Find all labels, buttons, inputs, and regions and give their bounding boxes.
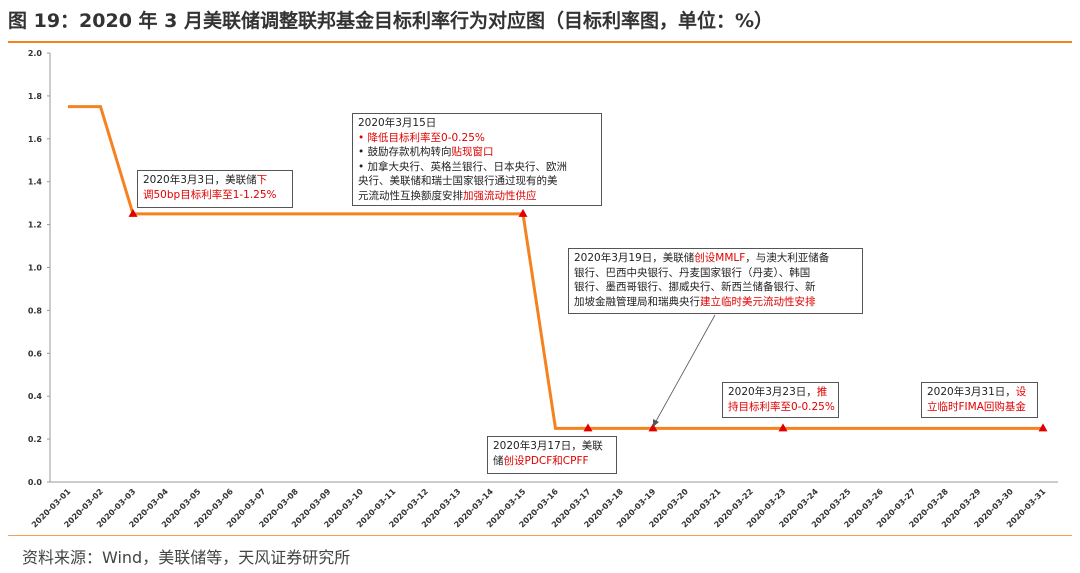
annotation-line: 调50bp目标利率至1-1.25% bbox=[143, 188, 287, 203]
annotation-text: 推 bbox=[816, 386, 828, 398]
annotation-line: • 鼓励存款机构转向贴现窗口 bbox=[358, 145, 596, 160]
annotation-text: • 鼓励存款机构转向 bbox=[358, 146, 452, 158]
annotation-text: 2020年3月3日，美联储 bbox=[143, 174, 257, 186]
y-tick-label: 1.6 bbox=[28, 135, 43, 144]
annotation: 2020年3月15日 • 降低目标利率至0-0.25% • 鼓励存款机构转向贴现窗口… bbox=[352, 113, 602, 206]
y-tick-label: 0.0 bbox=[28, 478, 43, 487]
annotation-text: 2020年3月19日，美联储 bbox=[574, 252, 695, 264]
annotation: 2020年3月19日，美联储创设MMLF，与澳大利亚储备 银行、巴西中央银行、丹麦… bbox=[568, 248, 863, 314]
arrow bbox=[654, 314, 716, 424]
annotation-text: 调50bp目标利率至1-1.25% bbox=[143, 188, 277, 201]
annotation-line: 银行、巴西中央银行、丹麦国家银行（丹麦）、韩国 bbox=[574, 266, 857, 281]
annotation: 2020年3月23日，推 持目标利率至0-0.25% bbox=[722, 382, 839, 418]
annotation-line: 元流动性互换额度安排加强流动性供应 bbox=[358, 189, 596, 204]
marker bbox=[1038, 423, 1048, 432]
y-tick-label: 1.4 bbox=[28, 178, 43, 187]
annotation: 2020年3月31日，设 立临时FIMA回购基金 bbox=[921, 382, 1038, 418]
annotation-text: 贴现窗口 bbox=[451, 146, 494, 158]
annotation-text: 银行、墨西哥银行、挪威央行、新西兰储备银行、新 bbox=[574, 281, 816, 293]
annotation-line: 银行、墨西哥银行、挪威央行、新西兰储备银行、新 bbox=[574, 280, 857, 295]
title: 图 19：2020 年 3 月美联储调整联邦基金目标利率行为对应图（目标利率图，… bbox=[8, 10, 774, 32]
annotation-text: 建立临时美元流动性安排 bbox=[700, 295, 816, 308]
y-tick-label: 1.2 bbox=[28, 221, 42, 230]
annotation-line: 央行、美联储和瑞士国家银行通过现有的美 bbox=[358, 174, 596, 189]
annotation-line: 立临时FIMA回购基金 bbox=[927, 400, 1032, 415]
marker bbox=[778, 423, 788, 432]
annotation-text: 立临时FIMA回购基金 bbox=[927, 400, 1026, 413]
title-rule bbox=[8, 41, 1072, 43]
arrow-head bbox=[653, 419, 659, 427]
y-tick-label: 1.0 bbox=[28, 264, 43, 273]
annotation-text: 创设PDCF和CPFF bbox=[503, 454, 589, 467]
y-tick-label: 0.2 bbox=[28, 435, 42, 444]
annotation: 2020年3月3日，美联储下 调50bp目标利率至1-1.25% bbox=[137, 170, 293, 208]
annotation-text: 2020年3月31日， bbox=[927, 386, 1016, 398]
marker bbox=[128, 208, 138, 217]
annotation-text: 2020年3月15日 bbox=[358, 117, 437, 129]
annotation: 2020年3月17日，美联 储创设PDCF和CPFF bbox=[487, 436, 617, 474]
annotation-text: 加强流动性供应 bbox=[463, 189, 537, 202]
annotation-text: 2020年3月17日，美联 bbox=[493, 440, 603, 452]
annotation-text: 持目标利率至0-0.25% bbox=[728, 400, 835, 413]
annotation-line: 加坡金融管理局和瑞典央行建立临时美元流动性安排 bbox=[574, 295, 857, 310]
y-tick-label: 2.0 bbox=[28, 49, 43, 58]
annotation-text: 储 bbox=[493, 454, 504, 467]
marker bbox=[648, 423, 658, 432]
annotation-text: 央行、美联储和瑞士国家银行通过现有的美 bbox=[358, 175, 558, 187]
annotation-text: 元流动性互换额度安排 bbox=[358, 189, 463, 202]
annotation-line: 持目标利率至0-0.25% bbox=[728, 400, 835, 415]
annotation-line: 2020年3月31日，设 bbox=[927, 385, 1032, 400]
annotation-text: 加坡金融管理局和瑞典央行 bbox=[574, 295, 700, 308]
annotation-line: 2020年3月15日 bbox=[358, 116, 596, 131]
annotation-text: 创设MMLF bbox=[694, 252, 746, 264]
annotation-line: • 降低目标利率至0-0.25% bbox=[358, 131, 596, 146]
annotation-text: 设 bbox=[1015, 386, 1027, 398]
annotation-text: 2020年3月23日， bbox=[728, 386, 817, 398]
annotation-text: • 降低目标利率至0-0.25% bbox=[358, 131, 485, 144]
annotation-text: 下 bbox=[256, 174, 268, 186]
y-tick-label: 1.8 bbox=[28, 92, 43, 101]
annotation-line: 2020年3月23日，推 bbox=[728, 385, 833, 400]
source: 资料来源：Wind，美联储等，天风证券研究所 bbox=[22, 548, 351, 567]
annotation-text: • 加拿大央行、英格兰银行、日本央行、欧洲 bbox=[358, 160, 568, 173]
line bbox=[68, 105, 1043, 430]
y-tick-label: 0.6 bbox=[28, 349, 43, 358]
annotation-line: 2020年3月17日，美联 bbox=[493, 439, 611, 454]
y-tick-label: 0.4 bbox=[28, 392, 43, 401]
annotation-line: • 加拿大央行、英格兰银行、日本央行、欧洲 bbox=[358, 160, 596, 175]
source-rule bbox=[8, 535, 1072, 536]
marker bbox=[518, 208, 528, 217]
annotation-text: ，与澳大利亚储备 bbox=[745, 252, 830, 264]
annotation-line: 储创设PDCF和CPFF bbox=[493, 454, 611, 469]
marker bbox=[583, 423, 593, 432]
annotation-line: 2020年3月19日，美联储创设MMLF，与澳大利亚储备 bbox=[574, 251, 857, 266]
y-tick-label: 0.8 bbox=[28, 306, 43, 315]
annotation-line: 2020年3月3日，美联储下 bbox=[143, 173, 287, 188]
annotation-text: 银行、巴西中央银行、丹麦国家银行（丹麦）、韩国 bbox=[574, 266, 811, 279]
